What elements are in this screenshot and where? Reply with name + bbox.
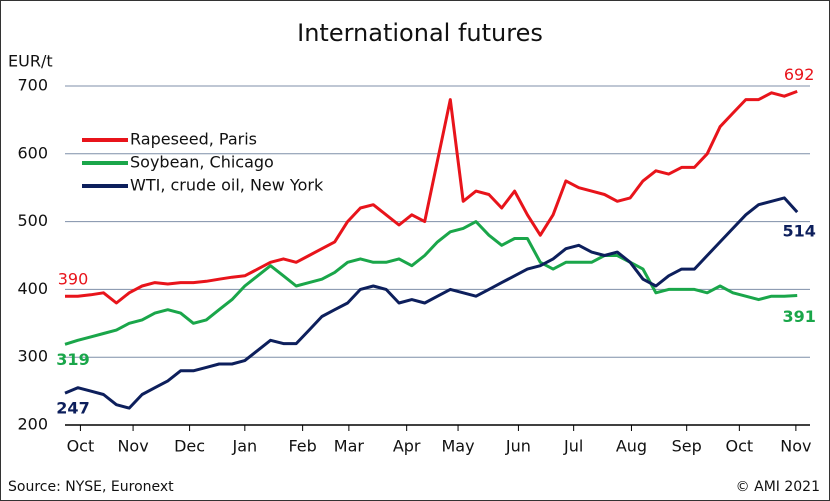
x-tick-label: Mar bbox=[334, 437, 365, 456]
x-tick-label: Oct bbox=[67, 437, 95, 456]
source: Source: NYSE, Euronext bbox=[8, 479, 174, 495]
series-line bbox=[64, 220, 798, 346]
y-tick-label: 400 bbox=[17, 279, 48, 298]
y-tick-label: 700 bbox=[17, 76, 48, 95]
data-label: 692 bbox=[784, 65, 815, 84]
x-tick-label: Dec bbox=[174, 437, 205, 456]
series-line bbox=[65, 89, 798, 305]
data-label: 247 bbox=[56, 399, 89, 418]
x-tick-label: Jun bbox=[505, 437, 531, 456]
data-label: 390 bbox=[58, 270, 89, 289]
x-tick-label: Nov bbox=[780, 437, 811, 456]
data-label: 319 bbox=[56, 350, 89, 369]
x-tick-label: May bbox=[442, 437, 475, 456]
legend-label: WTI, crude oil, New York bbox=[130, 176, 324, 195]
copyright: © AMI 2021 bbox=[736, 479, 820, 495]
chart-title: International futures bbox=[297, 19, 543, 47]
x-tick-label: Feb bbox=[288, 437, 316, 456]
y-axis-label: EUR/t bbox=[8, 52, 53, 71]
x-tick-label: Jan bbox=[231, 437, 257, 456]
legend-label: Rapeseed, Paris bbox=[130, 130, 257, 149]
y-tick-label: 500 bbox=[17, 211, 48, 230]
y-tick-label: 300 bbox=[17, 347, 48, 366]
x-tick-label: Sep bbox=[672, 437, 702, 456]
x-tick-label: Apr bbox=[393, 437, 421, 456]
y-tick-label: 600 bbox=[17, 143, 48, 162]
x-tick-label: Aug bbox=[616, 437, 647, 456]
x-tick-label: Oct bbox=[726, 437, 754, 456]
legend-label: Soybean, Chicago bbox=[130, 153, 274, 172]
x-tick-label: Nov bbox=[117, 437, 148, 456]
data-label: 514 bbox=[782, 222, 815, 241]
y-tick-label: 200 bbox=[17, 415, 48, 434]
series-line bbox=[64, 196, 799, 410]
x-tick-label: Jul bbox=[563, 437, 583, 456]
data-label: 391 bbox=[782, 307, 815, 326]
